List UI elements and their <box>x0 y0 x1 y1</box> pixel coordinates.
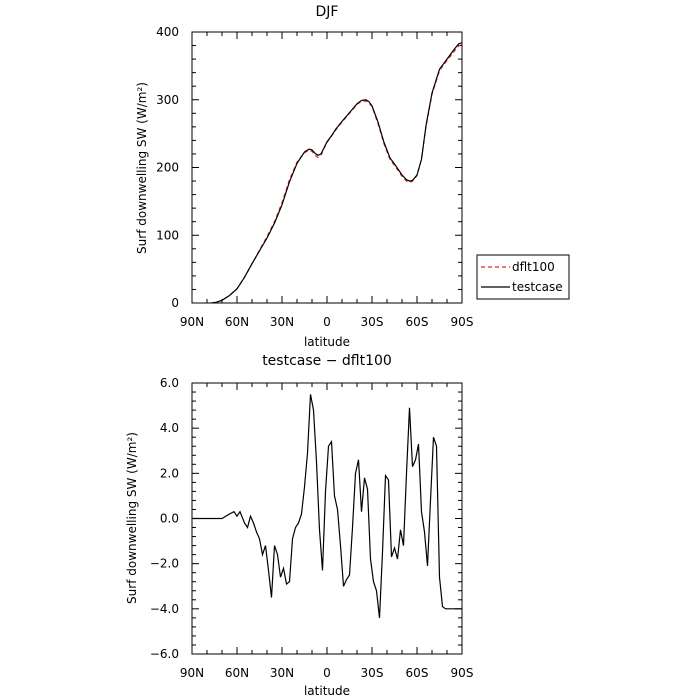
top-y-tick-label: 100 <box>156 228 179 242</box>
bottom-x-tick-label: 90S <box>451 666 474 680</box>
bottom-y-tick-label: −2.0 <box>150 557 179 571</box>
top-y-tick-label: 200 <box>156 161 179 175</box>
bottom-ticks: 90N 60N 30N 0 30S 60S 90S −6.0 −4.0 −2.0 0.0 2.0 4.0… <box>150 376 474 680</box>
top-x-tick-label: 60N <box>225 315 249 329</box>
bottom-y-tick-label: −4.0 <box>150 602 179 616</box>
top-x-tick-label: 90N <box>180 315 204 329</box>
bottom-x-tick-label: 30S <box>361 666 384 680</box>
bottom-y-axis-label: Surf downwelling SW (W/m²) <box>125 432 139 604</box>
bottom-x-tick-label: 90N <box>180 666 204 680</box>
legend: dflt100 testcase <box>476 254 570 300</box>
top-panel: DJF latitude Surf downwelling SW (W/m²) … <box>135 4 473 349</box>
bottom-series-line-0 <box>192 394 462 618</box>
top-y-tick-label: 400 <box>156 25 179 39</box>
top-x-tick-label: 60S <box>406 315 429 329</box>
bottom-y-tick-label: 0.0 <box>160 512 179 526</box>
top-plot-frame <box>191 31 463 304</box>
legend-label-dflt100: dflt100 <box>512 260 555 274</box>
top-chart-title: DJF <box>316 4 339 20</box>
bottom-chart-title: testcase − dflt100 <box>262 353 392 369</box>
bottom-x-tick-label: 60N <box>225 666 249 680</box>
top-x-tick-label: 0 <box>323 315 331 329</box>
bottom-plot-frame <box>191 382 463 655</box>
bottom-y-tick-label: 2.0 <box>160 466 179 480</box>
top-x-tick-label: 90S <box>451 315 474 329</box>
bottom-x-axis-label: latitude <box>304 684 350 698</box>
top-series-group <box>211 42 462 303</box>
top-x-axis-label: latitude <box>304 335 350 349</box>
top-series-line-testcase <box>211 42 462 303</box>
top-x-tick-label: 30S <box>361 315 384 329</box>
top-y-axis-label: Surf downwelling SW (W/m²) <box>135 82 149 254</box>
top-y-tick-label: 300 <box>156 93 179 107</box>
top-series-line-dflt100 <box>211 43 462 303</box>
bottom-series-group <box>192 394 462 618</box>
top-ticks: 90N 60N 30N 0 30S 60S 90S 0 100 200 300 400 <box>156 25 473 329</box>
top-x-tick-label: 30N <box>270 315 294 329</box>
bottom-y-tick-label: 4.0 <box>160 421 179 435</box>
top-y-tick-label: 0 <box>171 296 179 310</box>
bottom-y-tick-label: −6.0 <box>150 647 179 661</box>
bottom-x-tick-label: 30N <box>270 666 294 680</box>
bottom-x-tick-label: 0 <box>323 666 331 680</box>
legend-label-testcase: testcase <box>512 280 563 294</box>
bottom-panel: testcase − dflt100 latitude Surf downwel… <box>125 353 473 698</box>
bottom-x-tick-label: 60S <box>406 666 429 680</box>
bottom-y-tick-label: 6.0 <box>160 376 179 390</box>
legend-box <box>476 254 570 300</box>
